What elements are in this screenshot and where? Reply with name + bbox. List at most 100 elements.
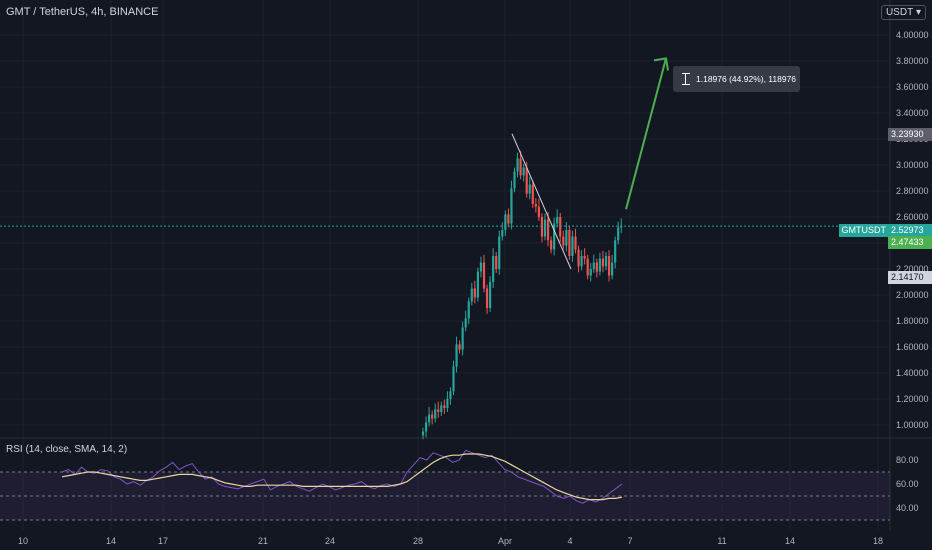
grid-lines <box>0 0 890 530</box>
candle-body <box>461 327 464 350</box>
candle <box>424 416 428 438</box>
candles <box>421 150 623 440</box>
candle-body <box>489 282 492 308</box>
currency-label: USDT <box>885 7 914 18</box>
candle <box>604 252 608 271</box>
candle-body <box>434 409 437 419</box>
rsi-y-tick-label: 80.00 <box>896 455 919 465</box>
x-tick-label: 18 <box>873 536 883 546</box>
currency-select[interactable]: USDT ▾ <box>880 5 926 20</box>
candle <box>431 410 434 425</box>
candle <box>446 391 449 412</box>
candle <box>592 254 595 273</box>
chevron-down-icon: ▾ <box>915 7 921 18</box>
candle-body <box>507 214 510 224</box>
candle-body <box>601 258 605 267</box>
candle-body <box>583 256 586 259</box>
candle-body <box>464 318 467 328</box>
candle-body <box>559 217 562 237</box>
candle <box>513 167 516 193</box>
candle-body <box>424 422 428 432</box>
candle-body <box>574 236 577 250</box>
candle <box>428 406 431 427</box>
candle-body <box>492 256 495 282</box>
candle-body <box>446 399 449 409</box>
candle-body <box>577 249 580 267</box>
y-tick-label: 4.00000 <box>896 30 929 40</box>
candle <box>550 236 553 254</box>
candle-body <box>485 288 489 308</box>
candle <box>522 163 525 182</box>
candle <box>559 213 562 243</box>
y-tick-label: 2.80000 <box>896 186 929 196</box>
candle-body <box>550 240 553 250</box>
candle <box>617 221 620 245</box>
candle <box>580 250 583 271</box>
candle-body <box>534 204 537 207</box>
trendline <box>511 133 572 270</box>
x-tick-label: 7 <box>627 536 632 546</box>
x-tick-label: 14 <box>106 536 116 546</box>
candle <box>507 208 510 228</box>
candle <box>473 280 476 304</box>
candle <box>495 252 498 273</box>
ma-price-tag: 2.47433 <box>888 236 932 249</box>
candle-body <box>513 171 516 189</box>
x-tick-label: 28 <box>413 536 423 546</box>
candle-body <box>589 269 592 276</box>
candle <box>568 226 571 260</box>
candle-body <box>428 414 431 423</box>
candle <box>598 252 601 276</box>
candle <box>565 222 568 252</box>
candle-body <box>565 230 568 246</box>
candle <box>537 198 540 221</box>
candle-body <box>598 258 601 272</box>
candle <box>434 403 437 423</box>
candle <box>528 176 531 200</box>
candle <box>449 387 452 405</box>
candle-body <box>571 236 574 256</box>
x-tick-label: 11 <box>717 536 726 546</box>
rsi-y-tick-label: 60.00 <box>896 479 919 489</box>
candle-body <box>556 217 559 224</box>
candle <box>589 263 592 282</box>
arrow-head <box>653 57 669 71</box>
candle <box>455 336 458 373</box>
candle-body <box>516 158 519 172</box>
x-tick-label: 10 <box>18 536 28 546</box>
candle <box>437 401 440 418</box>
candle-body <box>617 227 620 241</box>
candle-body <box>498 236 501 269</box>
candle-body <box>476 271 479 298</box>
x-tick-label: Apr <box>498 536 512 546</box>
candle <box>498 230 501 275</box>
candle-body <box>540 217 544 237</box>
x-tick-label: 24 <box>325 536 335 546</box>
candle-body <box>525 167 528 194</box>
candle <box>540 213 544 243</box>
candle-body <box>580 256 583 267</box>
candle <box>574 228 577 254</box>
candle-body <box>479 262 483 272</box>
candle <box>586 254 589 280</box>
candle <box>485 284 489 314</box>
candle-body <box>501 230 504 237</box>
low-price-tag: 2.14170 <box>888 271 932 284</box>
candle <box>571 230 574 262</box>
candle <box>601 250 605 273</box>
candle-body <box>482 262 486 289</box>
candle-body <box>421 431 425 436</box>
candle-body <box>528 184 531 194</box>
candle-body <box>431 414 434 419</box>
candle <box>476 267 479 302</box>
last-price-tag: 2.52973 <box>888 224 932 237</box>
candle <box>531 180 534 208</box>
y-tick-label: 2.20000 <box>896 264 929 274</box>
candle <box>543 213 547 241</box>
candle <box>614 236 617 269</box>
candle <box>440 401 443 416</box>
candle <box>489 276 492 312</box>
candle <box>501 222 504 241</box>
y-tick-label: 3.60000 <box>896 82 929 92</box>
